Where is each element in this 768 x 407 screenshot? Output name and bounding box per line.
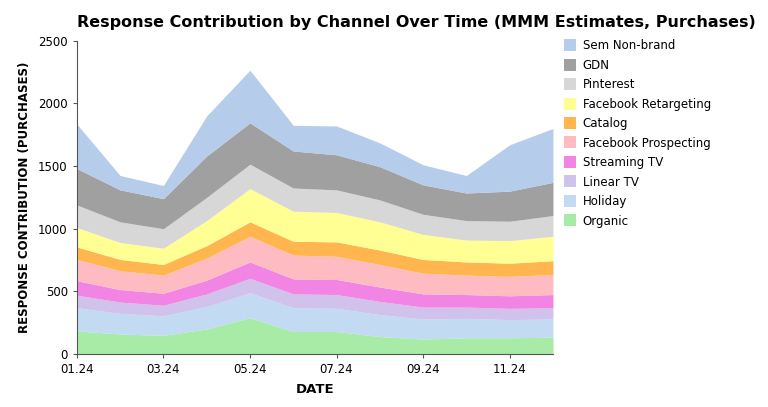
Y-axis label: RESPONSE CONTRIBUTION (PURCHASES): RESPONSE CONTRIBUTION (PURCHASES): [18, 62, 31, 333]
Text: Response Contribution by Channel Over Time (MMM Estimates, Purchases): Response Contribution by Channel Over Ti…: [77, 15, 756, 30]
X-axis label: DATE: DATE: [296, 383, 334, 396]
Legend: Sem Non-brand, GDN, Pinterest, Facebook Retargeting, Catalog, Facebook Prospecti: Sem Non-brand, GDN, Pinterest, Facebook …: [558, 35, 716, 232]
